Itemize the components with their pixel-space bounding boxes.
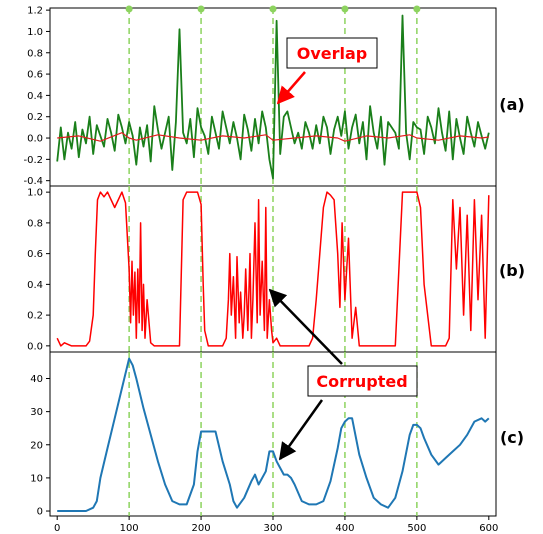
overlap-annotation: Overlap (276, 37, 378, 105)
overlap-label: Overlap (297, 44, 368, 63)
panel-a: -0.4 -0.2 0.0 0.2 0.4 0.6 0.8 1.0 1.2 (a) (23, 6, 524, 188)
y-tick-label: 1.0 (27, 27, 43, 38)
y-tick-label: 20 (30, 440, 43, 451)
y-tick-label: 1.0 (27, 188, 43, 199)
x-tick-label: 200 (192, 523, 211, 534)
series-line (56, 14, 490, 180)
x-tick-label: 500 (407, 523, 426, 534)
panel-a-label: (a) (499, 95, 524, 114)
panel-c: 0 10 20 30 40 0 100 200 300 400 500 600 (c) (30, 351, 524, 534)
panel-b-label: (b) (499, 261, 525, 280)
panel-a-series (56, 14, 490, 180)
corrupted-annotation: Corrupted (268, 288, 418, 461)
y-tick-label: 0.4 (27, 91, 43, 102)
guide-line-dot (413, 5, 421, 13)
x-tick-label: 300 (263, 523, 282, 534)
corrupted-label-box (307, 365, 418, 397)
series-line (57, 132, 489, 142)
panel-c-xticks: 0 100 200 300 400 500 600 (54, 516, 498, 534)
panel-c-label: (c) (500, 428, 524, 447)
guide-line-dot (341, 5, 349, 13)
y-tick-label: 0.4 (27, 280, 43, 291)
panel-b-series (56, 191, 490, 347)
y-tick-label: 0.0 (27, 341, 43, 352)
panel-b: 0.0 0.2 0.4 0.6 0.8 1.0 (b) (27, 185, 525, 353)
series-line (57, 357, 490, 512)
guide-line-dot (125, 5, 133, 13)
overlap-arrow (276, 71, 306, 105)
y-tick-label: -0.2 (23, 155, 43, 166)
corrupted-arrow-up (268, 288, 343, 365)
panel-a-yticks: -0.4 -0.2 0.0 0.2 0.4 0.6 0.8 1.0 1.2 (23, 6, 50, 187)
y-tick-label: 0.8 (27, 218, 43, 229)
panel-c-series (57, 357, 490, 512)
y-tick-label: 0.8 (27, 48, 43, 59)
y-tick-label: -0.4 (23, 176, 43, 187)
series-line (56, 191, 490, 347)
y-tick-label: 0.2 (27, 112, 43, 123)
x-tick-label: 400 (335, 523, 354, 534)
corrupted-arrow-down (278, 399, 324, 461)
y-tick-label: 0.6 (27, 70, 43, 81)
y-tick-label: 40 (30, 374, 43, 385)
y-tick-label: 0 (37, 507, 43, 518)
guide-line-dot (269, 5, 277, 13)
panel-b-yticks: 0.0 0.2 0.4 0.6 0.8 1.0 (27, 188, 50, 352)
y-tick-label: 0.0 (27, 134, 43, 145)
x-tick-label: 600 (479, 523, 498, 534)
y-tick-label: 10 (30, 473, 43, 484)
y-tick-label: 1.2 (27, 6, 43, 17)
guide-line-dot (197, 5, 205, 13)
overlap-label-box (286, 37, 378, 69)
x-tick-label: 0 (54, 523, 60, 534)
guide-line-top-markers (125, 5, 421, 13)
corrupted-label: Corrupted (316, 372, 407, 391)
y-tick-label: 0.2 (27, 311, 43, 322)
x-tick-label: 100 (120, 523, 139, 534)
y-tick-label: 30 (30, 407, 43, 418)
panel-c-yticks: 0 10 20 30 40 (30, 374, 50, 518)
y-tick-label: 0.6 (27, 249, 43, 260)
